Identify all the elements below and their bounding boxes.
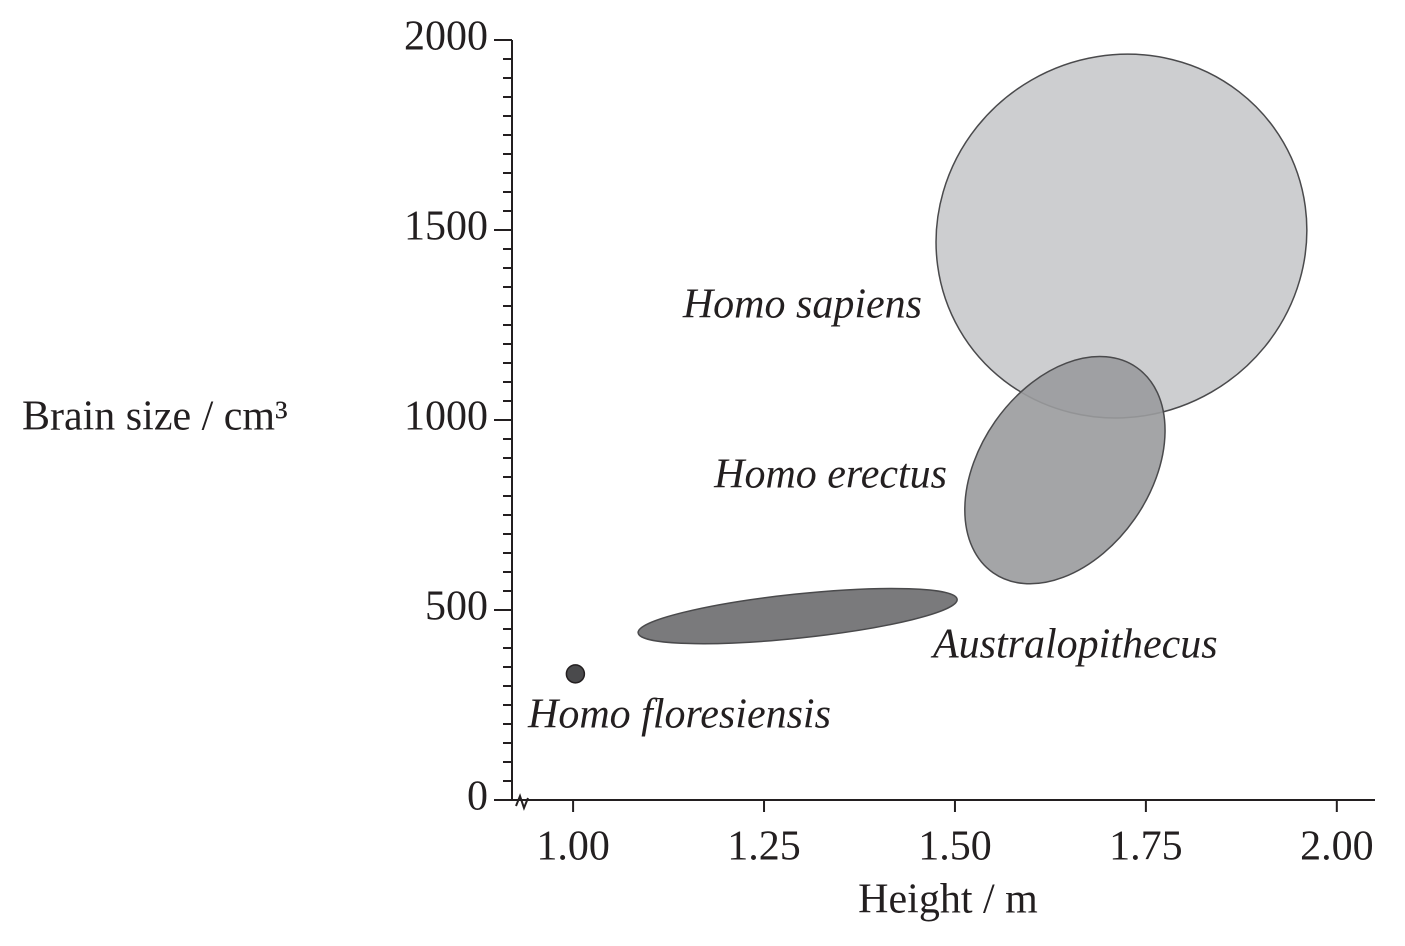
point [565,664,586,684]
region-label: Homo sapiens [682,282,922,328]
y-tick-label: 500 [425,584,488,630]
region-label: Homo erectus [713,452,947,498]
region [964,355,1166,585]
x-tick-label: 1.25 [727,824,801,870]
x-tick-label: 2.00 [1300,824,1374,870]
region [935,53,1308,419]
y-tick-label: 2000 [404,14,488,60]
region-label: Australopithecus [930,622,1218,668]
x-tick-label: 1.50 [918,824,992,870]
x-tick-label: 1.00 [536,824,610,870]
y-tick-label: 1500 [404,204,488,250]
y-tick-label: 1000 [404,394,488,440]
x-tick-label: 1.75 [1109,824,1183,870]
y-axis-label: Brain size / cm³ [22,394,288,440]
region-label: Homo floresiensis [527,692,831,738]
y-tick-label: 0 [467,774,488,820]
region [637,587,958,645]
x-axis-label: Height / m [858,877,1038,923]
axis-break [515,793,529,811]
